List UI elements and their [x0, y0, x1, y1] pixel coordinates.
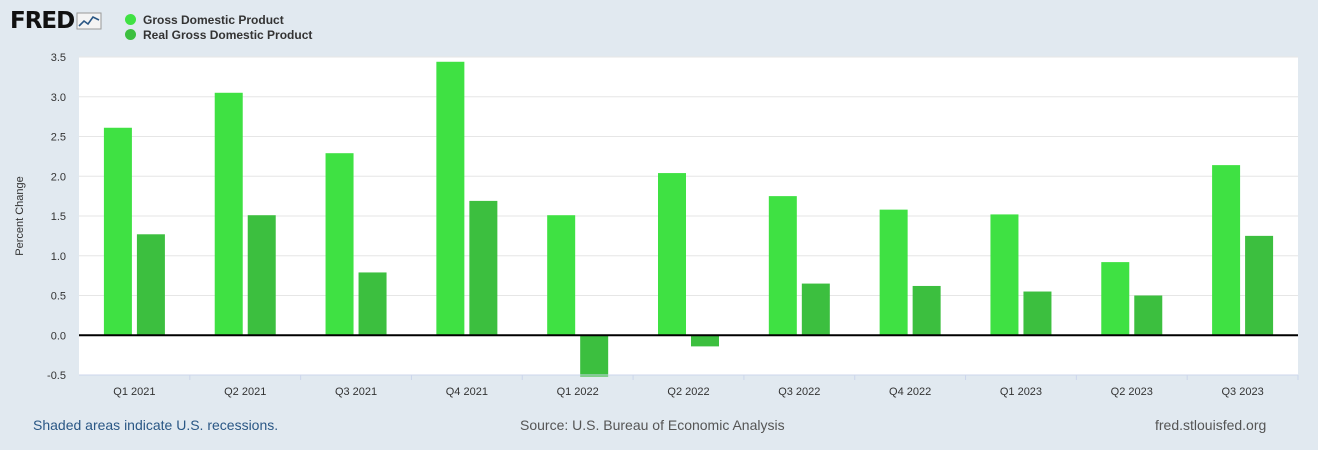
- y-tick-label: 3.5: [51, 52, 66, 64]
- x-tick-label: Q2 2023: [1111, 386, 1153, 398]
- bar-gdp[interactable]: [1212, 165, 1241, 336]
- chart-legend: Gross Domestic Product Real Gross Domest…: [125, 12, 312, 42]
- bar-gdp[interactable]: [879, 209, 908, 336]
- logo-text: FRED: [10, 8, 75, 34]
- legend-dot-gdp: [125, 14, 136, 25]
- bar-real-gdp[interactable]: [358, 272, 387, 336]
- x-tick-label: Q4 2021: [446, 386, 488, 398]
- bar-gdp[interactable]: [103, 127, 132, 336]
- fred-logo[interactable]: FRED: [10, 8, 102, 34]
- x-tick-label: Q3 2022: [778, 386, 820, 398]
- bar-gdp[interactable]: [214, 92, 243, 336]
- bar-real-gdp[interactable]: [247, 215, 276, 336]
- x-tick-label: Q3 2023: [1221, 386, 1263, 398]
- bar-gdp[interactable]: [547, 215, 576, 336]
- legend-label-gdp: Gross Domestic Product: [143, 12, 284, 27]
- bar-real-gdp[interactable]: [580, 335, 609, 377]
- bar-gdp[interactable]: [990, 214, 1019, 336]
- y-axis: -0.5 0.0 0.5 1.0 1.5 2.0 2.5 3.0 3.5: [47, 52, 66, 382]
- bar-chart: -0.5 0.0 0.5 1.0 1.5 2.0 2.5 3.0 3.5 Q1 2021 Q2 2…: [14, 52, 1299, 398]
- bar-real-gdp[interactable]: [469, 200, 498, 336]
- source-text: Source: U.S. Bureau of Economic Analysis: [520, 417, 785, 433]
- y-tick-label: 2.0: [51, 171, 66, 183]
- bar-real-gdp[interactable]: [1134, 295, 1163, 336]
- bar-gdp[interactable]: [658, 173, 686, 336]
- y-tick-label: 0.5: [51, 291, 66, 303]
- legend-dot-real-gdp: [125, 29, 136, 40]
- x-tick-label: Q1 2021: [113, 386, 155, 398]
- bar-gdp[interactable]: [436, 61, 465, 336]
- bar-gdp[interactable]: [325, 153, 354, 336]
- bar-gdp[interactable]: [1101, 262, 1130, 336]
- bar-real-gdp[interactable]: [801, 283, 830, 336]
- bar-real-gdp[interactable]: [136, 234, 165, 336]
- legend-item-real-gdp[interactable]: Real Gross Domestic Product: [125, 27, 312, 42]
- y-axis-label: Percent Change: [14, 176, 26, 256]
- bar-real-gdp[interactable]: [912, 285, 941, 336]
- y-tick-label: -0.5: [47, 370, 66, 382]
- bar-real-gdp[interactable]: [1245, 235, 1274, 336]
- bar-real-gdp[interactable]: [691, 335, 719, 347]
- bar-gdp[interactable]: [768, 196, 797, 336]
- y-tick-label: 2.5: [51, 132, 66, 144]
- recession-note-link[interactable]: Shaded areas indicate U.S. recessions.: [33, 417, 279, 433]
- y-tick-label: 3.0: [51, 92, 66, 104]
- bar-real-gdp[interactable]: [1023, 291, 1052, 336]
- site-link[interactable]: fred.stlouisfed.org: [1155, 417, 1267, 433]
- line-chart-icon: [76, 12, 102, 30]
- y-tick-label: 1.5: [51, 211, 66, 223]
- x-tick-label: Q2 2022: [667, 386, 709, 398]
- y-tick-label: 1.0: [51, 251, 66, 263]
- y-tick-label: 0.0: [51, 330, 66, 342]
- x-tick-label: Q1 2022: [557, 386, 599, 398]
- legend-item-gdp[interactable]: Gross Domestic Product: [125, 12, 312, 27]
- bars: [103, 61, 1274, 377]
- x-tick-label: Q3 2021: [335, 386, 377, 398]
- legend-label-real-gdp: Real Gross Domestic Product: [143, 27, 313, 42]
- x-axis: Q1 2021 Q2 2021 Q3 2021 Q4 2021 Q1 2022 Q2 20…: [79, 374, 1299, 398]
- x-tick-label: Q2 2021: [224, 386, 266, 398]
- x-tick-label: Q1 2023: [1000, 386, 1042, 398]
- x-tick-label: Q4 2022: [889, 386, 931, 398]
